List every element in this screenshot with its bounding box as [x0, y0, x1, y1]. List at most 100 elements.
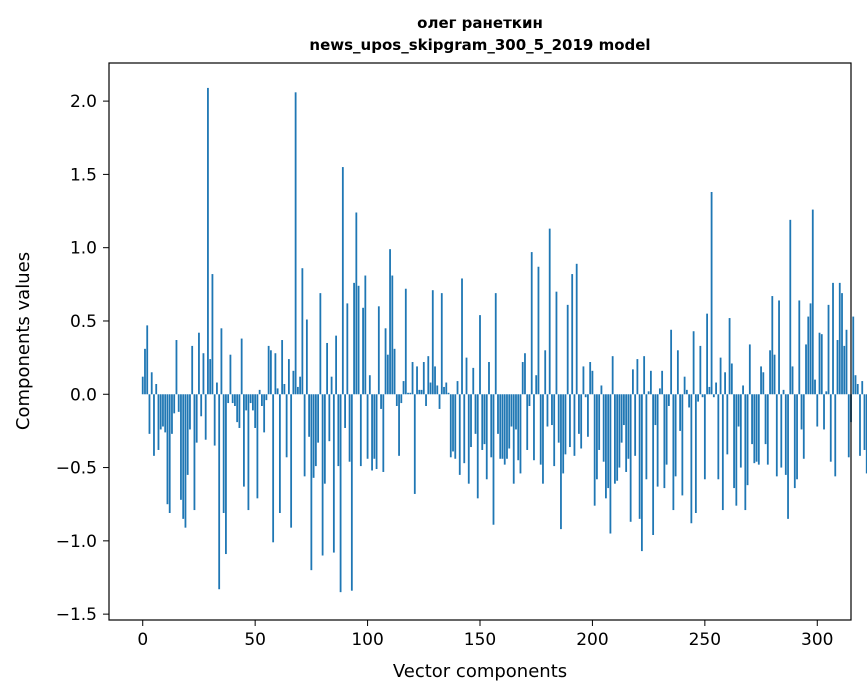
bar — [162, 394, 164, 427]
bar — [447, 392, 450, 395]
bar — [672, 394, 675, 511]
bar — [726, 394, 729, 455]
bar — [544, 350, 547, 395]
bar — [820, 334, 823, 395]
bar — [548, 228, 551, 395]
bar — [780, 394, 783, 468]
y-tick-label: 0.5 — [70, 312, 97, 332]
bar — [168, 394, 171, 513]
bar — [366, 394, 369, 459]
bar — [517, 394, 520, 461]
bar — [456, 381, 459, 395]
bar — [865, 394, 867, 474]
bar — [398, 394, 400, 456]
bar — [348, 394, 351, 462]
bar — [144, 348, 146, 395]
bar — [694, 394, 697, 513]
bar — [193, 394, 196, 511]
y-axis-label: Components values — [13, 252, 34, 430]
bar — [845, 329, 848, 395]
bar — [818, 332, 821, 395]
bar — [665, 394, 668, 465]
bar — [285, 394, 288, 458]
bar — [717, 394, 720, 480]
bar — [771, 296, 774, 395]
bar — [690, 394, 693, 524]
bar — [796, 394, 798, 480]
bar — [440, 293, 443, 395]
bar — [332, 394, 335, 553]
bar — [254, 394, 257, 428]
bar — [571, 274, 574, 395]
bar — [515, 394, 517, 430]
x-tick-label: 50 — [244, 630, 266, 650]
bar — [751, 394, 753, 445]
bar — [243, 394, 245, 487]
bar — [420, 389, 423, 395]
bar — [681, 394, 684, 496]
bar — [557, 394, 560, 443]
bar — [213, 394, 216, 446]
bar — [234, 394, 236, 406]
bar — [724, 372, 726, 395]
bar — [465, 357, 468, 395]
bar — [198, 332, 200, 395]
bar — [153, 394, 155, 456]
bar — [499, 394, 502, 459]
bar — [841, 293, 843, 395]
bar — [800, 394, 803, 430]
bar — [825, 391, 828, 395]
bar — [569, 394, 571, 448]
bar — [328, 394, 331, 442]
bar — [191, 345, 194, 395]
y-tick-label: −1.0 — [56, 532, 97, 552]
bar — [310, 394, 313, 571]
bar — [575, 263, 578, 395]
x-tick-label: 200 — [576, 630, 608, 650]
bar — [301, 268, 304, 395]
bar — [658, 388, 661, 395]
bar — [539, 394, 542, 465]
bar — [627, 394, 630, 459]
bar — [479, 315, 481, 395]
bar — [339, 394, 342, 593]
bar — [683, 376, 686, 395]
bar — [429, 382, 432, 395]
bar — [533, 394, 535, 461]
bar — [373, 394, 376, 459]
bar — [245, 394, 248, 411]
bar — [791, 366, 794, 395]
bar — [222, 394, 225, 513]
bar — [427, 356, 430, 395]
bar — [629, 394, 632, 522]
bar — [488, 362, 490, 395]
bar — [611, 356, 614, 395]
y-tick-label: 1.0 — [70, 239, 97, 259]
bar — [602, 394, 605, 462]
bar — [807, 316, 810, 395]
bar — [643, 356, 646, 395]
bar — [395, 394, 398, 406]
bar — [240, 338, 243, 395]
bar — [546, 394, 549, 427]
bar — [823, 394, 825, 430]
bar — [353, 282, 355, 395]
bar — [278, 394, 281, 513]
bar — [521, 362, 524, 395]
bar — [710, 191, 713, 395]
bar — [166, 394, 169, 505]
bar — [609, 394, 612, 534]
y-axis-ticks: −1.5 −1.0 −0.5 0.0 0.5 1.0 1.5 2.0 — [56, 92, 109, 625]
bar — [308, 394, 311, 437]
bar — [319, 293, 322, 395]
bar — [827, 304, 830, 395]
bar — [676, 350, 679, 395]
bar — [697, 394, 699, 402]
bar — [171, 394, 173, 434]
bar — [578, 394, 580, 434]
bar — [393, 348, 396, 395]
y-tick-label: 2.0 — [70, 92, 97, 112]
bar — [688, 394, 691, 408]
bar — [416, 366, 418, 395]
bar — [663, 394, 666, 489]
